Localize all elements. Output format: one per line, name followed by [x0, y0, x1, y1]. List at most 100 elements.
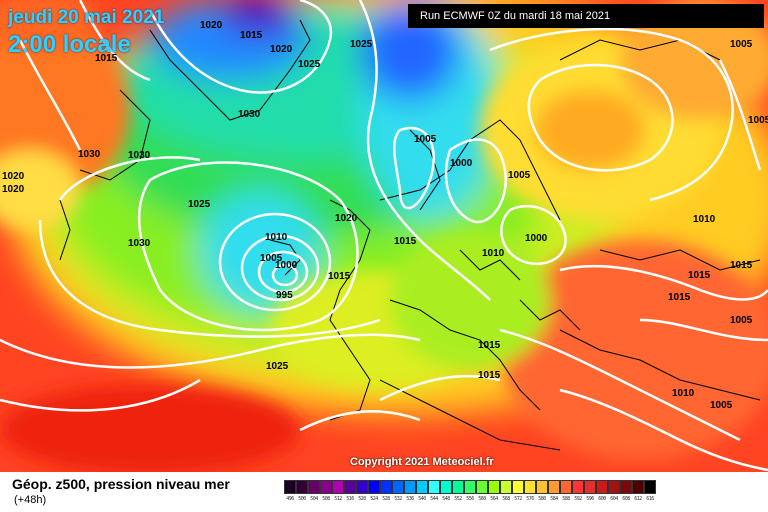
color-scale-value: 536: [406, 496, 414, 502]
isobar-label: 1015: [688, 270, 711, 281]
isobar-label: 995: [276, 290, 293, 301]
color-scale-swatch: [572, 480, 584, 494]
isobar-label: 1015: [394, 236, 417, 247]
color-scale-swatch: [464, 480, 476, 494]
color-scale-labels: 496 500 504 508 512 516 520 524 528 532 536 540 544 5…: [284, 496, 656, 502]
isobar-label: 1015: [95, 53, 118, 64]
color-scale-swatch: [356, 480, 368, 494]
color-scale-value: 556: [466, 496, 474, 502]
isobar-label: 1015: [668, 292, 691, 303]
isobar-label: 1015: [730, 260, 753, 271]
color-scale-swatch: [560, 480, 572, 494]
color-scale-swatch: [452, 480, 464, 494]
isobar-label: 1015: [240, 30, 263, 41]
isobar-label: 1010: [482, 248, 505, 259]
isobar-labels: 1020 1015 1015 1020 1025 1025 1030 1030 …: [2, 20, 768, 411]
isobar-label: 1010: [672, 388, 695, 399]
color-scale-swatch: [440, 480, 452, 494]
isobar-label: 1005: [508, 170, 531, 181]
color-scale-swatch: [620, 480, 632, 494]
color-scale-swatch: [512, 480, 524, 494]
copyright-notice: Copyright 2021 Meteociel.fr: [350, 456, 494, 468]
color-scale-swatch: [632, 480, 644, 494]
color-scale-swatch: [296, 480, 308, 494]
isobars: [0, 0, 768, 472]
color-scale-swatch: [416, 480, 428, 494]
color-scale-swatch: [380, 480, 392, 494]
isobar-label: 1025: [266, 361, 289, 372]
color-scale-swatch: [500, 480, 512, 494]
model-run-info: Run ECMWF 0Z du mardi 18 mai 2021: [408, 4, 764, 28]
color-scale-value: 596: [586, 496, 594, 502]
isobar-label: 1020: [270, 44, 293, 55]
color-scale: [284, 480, 656, 494]
color-scale-value: 584: [550, 496, 558, 502]
color-scale-value: 616: [646, 496, 654, 502]
color-scale-swatch: [368, 480, 380, 494]
color-scale-value: 600: [598, 496, 606, 502]
forecast-local-time: 2:00 locale: [8, 31, 131, 58]
isobar-label: 1005: [260, 253, 283, 264]
color-scale-value: 540: [418, 496, 426, 502]
isobar-label: 1025: [188, 199, 211, 210]
color-scale-swatch: [476, 480, 488, 494]
isobar-label: 1030: [128, 238, 151, 249]
color-scale-value: 560: [478, 496, 486, 502]
color-scale-swatch: [404, 480, 416, 494]
color-scale-value: 604: [610, 496, 618, 502]
isobar-label: 1030: [78, 149, 101, 160]
color-scale-swatch: [548, 480, 560, 494]
color-scale-swatch: [584, 480, 596, 494]
isobar-label: 1020: [2, 184, 25, 195]
color-scale-swatch: [644, 480, 656, 494]
color-scale-swatch: [344, 480, 356, 494]
color-scale-swatch: [608, 480, 620, 494]
weather-map: 1020 1015 1015 1020 1025 1025 1030 1030 …: [0, 0, 768, 472]
isobar-label: 1020: [2, 171, 25, 182]
color-scale-value: 576: [526, 496, 534, 502]
color-scale-value: 532: [394, 496, 402, 502]
color-scale-value: 544: [430, 496, 438, 502]
isobar-label: 1005: [414, 134, 437, 145]
color-scale-swatch: [332, 480, 344, 494]
isobar-label: 1025: [350, 39, 373, 50]
isobar-label: 1030: [128, 150, 151, 161]
color-scale-value: 580: [538, 496, 546, 502]
color-scale-value: 508: [322, 496, 330, 502]
color-scale-value: 520: [358, 496, 366, 502]
color-scale-swatch: [596, 480, 608, 494]
isobar-label: 1015: [478, 340, 501, 351]
color-scale-value: 608: [622, 496, 630, 502]
color-scale-value: 612: [634, 496, 642, 502]
color-scale-value: 504: [310, 496, 318, 502]
legend-subtitle: (+48h): [14, 494, 47, 506]
color-scale-value: 564: [490, 496, 498, 502]
isobar-label: 1020: [335, 213, 358, 224]
forecast-date: jeudi 20 mai 2021: [8, 7, 165, 28]
color-scale-value: 548: [442, 496, 450, 502]
isobar-label: 1005: [710, 400, 733, 411]
color-scale-value: 500: [298, 496, 306, 502]
isobar-label: 1010: [265, 232, 288, 243]
isobar-label: 1005: [730, 315, 753, 326]
color-scale-value: 572: [514, 496, 522, 502]
color-scale-swatch: [536, 480, 548, 494]
color-scale-value: 552: [454, 496, 462, 502]
isobar-label: 1000: [275, 260, 298, 271]
color-scale-value: 512: [334, 496, 342, 502]
isobar-label: 1025: [298, 59, 321, 70]
color-scale-swatch: [488, 480, 500, 494]
isobar-label: 1020: [200, 20, 223, 31]
legend-bar: Géop. z500, pression niveau mer (+48h) 4…: [0, 472, 768, 512]
color-scale-value: 592: [574, 496, 582, 502]
z500-color-field: [0, 0, 768, 472]
color-scale-swatch: [428, 480, 440, 494]
isobar-label: 1010: [693, 214, 716, 225]
color-scale-value: 496: [286, 496, 294, 502]
color-scale-value: 516: [346, 496, 354, 502]
coastlines: [59, 19, 761, 451]
color-scale-value: 524: [370, 496, 378, 502]
legend-title: Géop. z500, pression niveau mer: [12, 476, 230, 492]
isobar-label: 1015: [478, 370, 501, 381]
color-scale-swatch: [284, 480, 296, 494]
